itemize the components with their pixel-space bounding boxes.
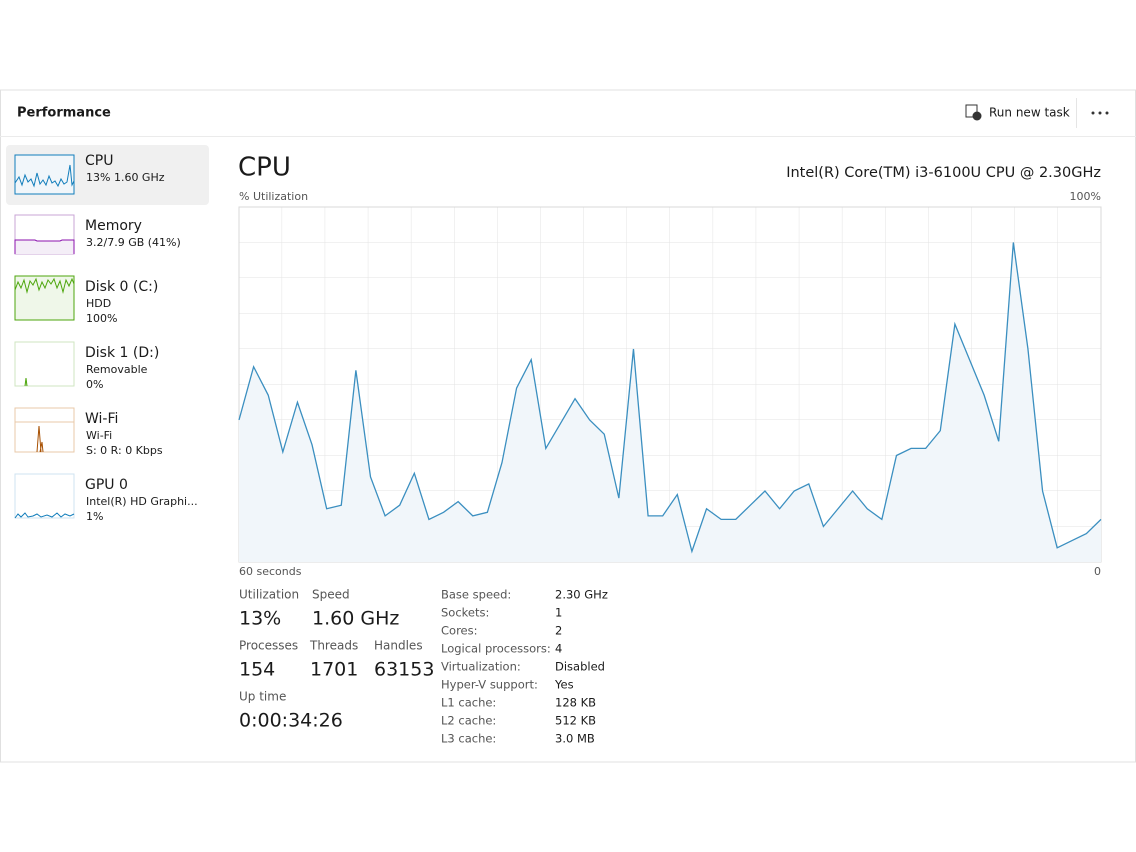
sidebar-item-detail: Wi-Fi	[86, 429, 112, 442]
sidebar-item-name[interactable]: Memory	[85, 218, 142, 234]
stat-label: Speed	[312, 588, 350, 602]
page-title: Performance	[17, 106, 111, 121]
sidebar-item-detail: 3.2/7.9 GB (41%)	[86, 236, 181, 249]
wifi-thumb	[14, 407, 75, 453]
sidebar-item-detail: HDD	[86, 297, 111, 310]
detail-value: Yes	[554, 678, 574, 692]
sidebar-item-name[interactable]: GPU 0	[85, 477, 128, 493]
x-tick-label: 0	[1094, 565, 1101, 578]
detail-label: Cores:	[441, 624, 477, 638]
detail-value: 4	[555, 642, 562, 656]
sidebar-item-detail: 0%	[86, 378, 103, 391]
detail-label: Virtualization:	[441, 660, 521, 674]
main-title: CPU	[238, 153, 291, 183]
detail-value: 1	[555, 606, 562, 620]
detail-label: Hyper-V support:	[441, 678, 538, 692]
cpu-model: Intel(R) Core(TM) i3-6100U CPU @ 2.30GHz	[786, 165, 1101, 181]
disk1-thumb	[14, 341, 75, 387]
stat-label: Threads	[309, 639, 358, 653]
cpu-thumb	[14, 154, 75, 195]
y-tick-label: 100%	[1070, 190, 1101, 203]
detail-label: Sockets:	[441, 606, 489, 620]
detail-label: L1 cache:	[441, 696, 496, 710]
detail-value: 2.30 GHz	[555, 588, 608, 602]
sidebar-item-detail: 100%	[86, 312, 117, 325]
dot	[1098, 111, 1102, 115]
sidebar-item-detail: Removable	[86, 363, 148, 376]
stat-value: 1.60 GHz	[312, 608, 399, 630]
detail-label: Base speed:	[441, 588, 511, 602]
stat-label: Processes	[239, 639, 298, 653]
run-new-task-button[interactable]: Run new task	[965, 104, 1070, 121]
sidebar-item-detail: 1%	[86, 510, 103, 523]
dot	[1105, 111, 1109, 115]
utilization-line	[238, 242, 1102, 554]
detail-value: 512 KB	[555, 714, 596, 728]
sidebar-item-name[interactable]: Disk 0 (C:)	[85, 279, 158, 295]
detail-label: Logical processors:	[441, 642, 551, 656]
sidebar-item-name[interactable]: Wi-Fi	[85, 411, 118, 427]
run-icon-plus	[972, 111, 982, 121]
y-axis-label: % Utilization	[239, 190, 308, 203]
utilization-area	[239, 242, 1101, 562]
sidebar-item-name[interactable]: Disk 1 (D:)	[85, 345, 159, 361]
stat-label: Utilization	[239, 588, 299, 602]
detail-value: 3.0 MB	[555, 732, 595, 746]
dot	[1091, 111, 1095, 115]
x-tick-label: 60 seconds	[239, 565, 302, 578]
thumbnails	[14, 154, 75, 519]
more-button[interactable]	[1091, 111, 1109, 115]
stat-label: Handles	[374, 639, 423, 653]
stat-value: 63153	[374, 659, 434, 681]
sidebar-item-detail: S: 0 R: 0 Kbps	[86, 444, 163, 457]
detail-value: 2	[555, 624, 562, 638]
stat-value: 154	[239, 659, 275, 681]
detail-label: L2 cache:	[441, 714, 496, 728]
sidebar-item-detail: 13% 1.60 GHz	[86, 171, 165, 184]
stat-value: 1701	[310, 659, 358, 681]
run-icon	[965, 104, 978, 118]
stat-value: 13%	[239, 608, 281, 630]
run-new-task-label: Run new task	[989, 106, 1070, 120]
detail-value: Disabled	[555, 660, 605, 674]
stat-value: 0:00:34:26	[239, 710, 343, 732]
detail-value: 128 KB	[555, 696, 596, 710]
detail-label: L3 cache:	[441, 732, 496, 746]
sidebar-item-detail: Intel(R) HD Graphi...	[86, 495, 198, 508]
memory-thumb	[14, 214, 75, 255]
sidebar-item-name[interactable]: CPU	[85, 153, 113, 169]
stat-label: Up time	[239, 690, 286, 704]
disk0-thumb	[14, 275, 75, 321]
gpu-thumb	[14, 473, 75, 519]
